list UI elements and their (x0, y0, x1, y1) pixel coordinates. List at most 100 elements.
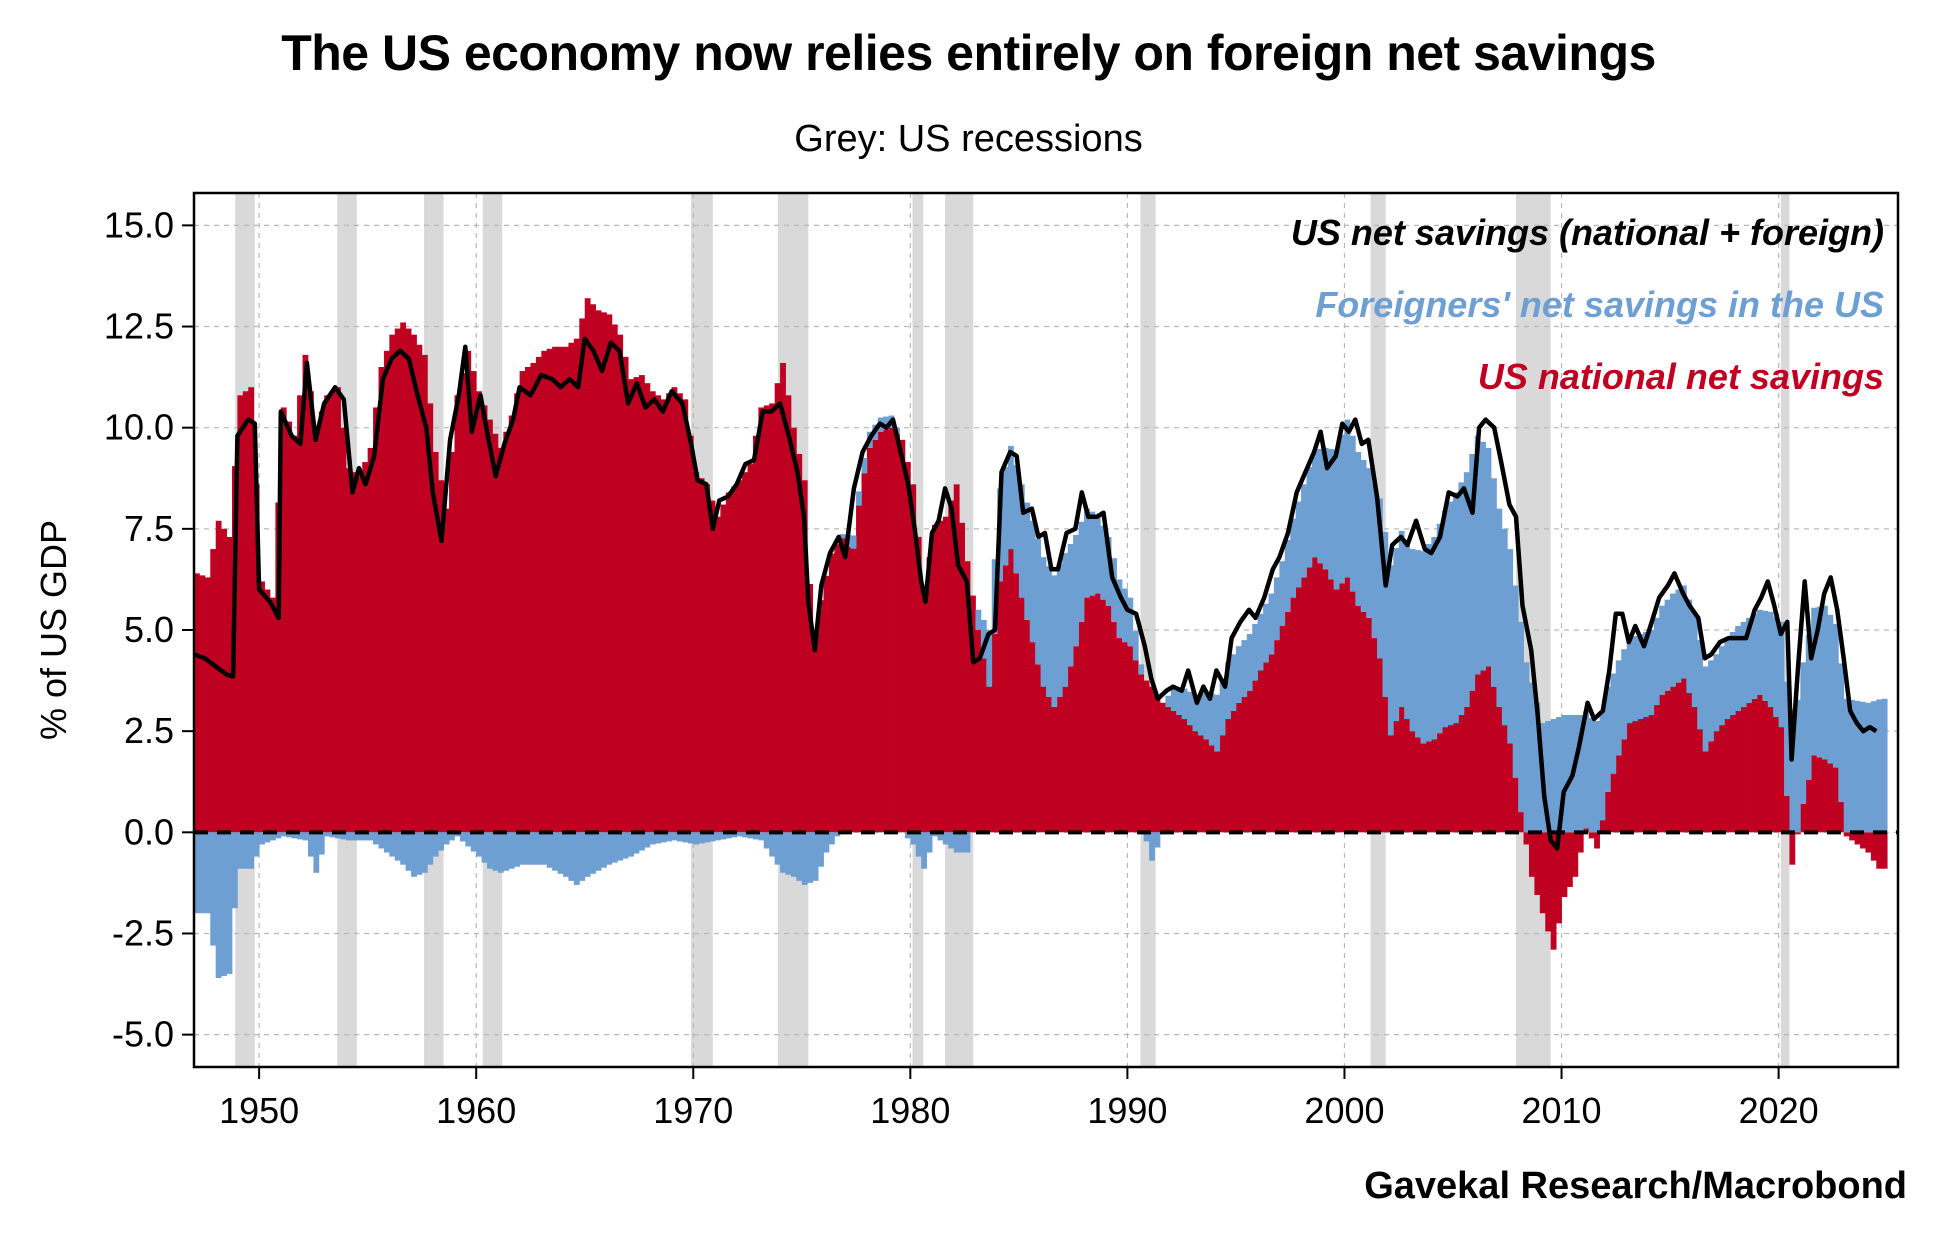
national-bar (1615, 755, 1622, 833)
national-bar (470, 371, 477, 833)
national-bar (839, 538, 846, 833)
foreign-bar (1393, 548, 1400, 722)
foreign-bar (242, 832, 249, 869)
national-bar (1046, 696, 1052, 833)
foreign-bar (731, 832, 738, 838)
x-tick-label: 1990 (1087, 1090, 1167, 1131)
national-bar (313, 427, 320, 833)
national-bar (541, 350, 548, 833)
national-bar (1339, 583, 1345, 833)
national-bar (1105, 605, 1112, 833)
national-bar (1773, 716, 1780, 833)
foreign-bar (1344, 419, 1351, 578)
foreign-bar (1501, 528, 1508, 726)
national-bar (801, 480, 808, 833)
national-bar (519, 371, 526, 833)
national-bar (704, 484, 710, 833)
national-bar (1127, 646, 1134, 833)
national-bar (785, 395, 792, 833)
foreign-bar (1561, 714, 1568, 833)
foreign-bar (465, 832, 472, 847)
foreign-bar (470, 832, 477, 852)
foreign-bar (291, 832, 298, 839)
foreign-bar (199, 832, 206, 914)
legend-item-0: US net savings (national + foreign) (1291, 212, 1884, 253)
foreign-bar (237, 832, 244, 869)
foreign-bar (742, 832, 748, 838)
national-bar (286, 421, 293, 833)
national-bar (1691, 706, 1698, 833)
foreign-bar (329, 832, 336, 838)
national-bar (752, 435, 759, 833)
foreign-bar (682, 832, 689, 843)
national-bar (1322, 569, 1329, 833)
foreign-bar (259, 832, 265, 845)
national-bar (1442, 727, 1448, 833)
foreign-bar (1800, 662, 1807, 804)
foreign-bar (823, 832, 830, 853)
national-bar (438, 480, 445, 833)
national-bar (1149, 686, 1155, 833)
foreign-bar (953, 832, 960, 853)
national-bar (975, 630, 982, 833)
foreign-bar (476, 832, 483, 857)
national-bar (465, 350, 472, 833)
foreign-bar (644, 832, 651, 848)
national-bar (812, 633, 819, 833)
foreign-bar (1789, 708, 1796, 833)
foreign-bar (248, 832, 255, 869)
national-bar (1653, 704, 1660, 833)
national-bar (1518, 812, 1524, 833)
foreign-bar (611, 832, 618, 863)
national-bar (948, 500, 955, 833)
foreign-bar (904, 832, 911, 839)
national-bar (1284, 611, 1291, 833)
national-bar (1214, 751, 1221, 833)
foreign-bar (1599, 711, 1606, 821)
national-bar (1740, 706, 1747, 833)
national-bar (432, 451, 439, 833)
national-bar (1024, 619, 1031, 833)
national-bar (937, 520, 944, 833)
chart-title: The US economy now relies entirely on fo… (281, 25, 1656, 81)
national-bar (1453, 723, 1459, 833)
national-bar (1659, 694, 1666, 833)
national-bar (964, 561, 971, 833)
foreign-bar (1246, 634, 1253, 691)
foreign-bar (204, 832, 211, 914)
national-bar (1187, 725, 1193, 833)
national-bar (1789, 832, 1796, 865)
national-bar (883, 429, 890, 833)
national-bar (769, 403, 776, 833)
national-bar (367, 447, 374, 833)
x-tick-label: 2020 (1739, 1090, 1819, 1131)
foreign-bar (1610, 673, 1617, 774)
national-bar (1534, 832, 1541, 896)
foreign-bar (1447, 501, 1454, 726)
foreign-bar (1181, 688, 1188, 720)
foreign-bar (801, 832, 808, 885)
foreign-bar (367, 832, 374, 841)
national-bar (1393, 721, 1400, 833)
foreign-bar (1263, 603, 1269, 663)
national-bar (1566, 832, 1573, 887)
national-bar (687, 435, 694, 833)
foreign-bar (1062, 553, 1069, 687)
foreign-bar (1165, 695, 1172, 707)
foreign-bar (1214, 694, 1221, 752)
national-bar (194, 573, 200, 833)
national-bar (1100, 599, 1107, 833)
national-bar (1154, 694, 1161, 833)
national-bar (221, 528, 227, 833)
national-bar (666, 393, 672, 833)
foreign-bar (1273, 577, 1280, 641)
national-bar (628, 379, 634, 833)
foreign-bar (275, 832, 282, 839)
y-axis-ticks: 15.0 12.5 10.0 7.5 5.0 2.5 0.0 -2.5 -5.0 (104, 204, 194, 1055)
foreign-bar (1843, 698, 1850, 833)
foreign-bar (915, 832, 922, 857)
total-savings-line (193, 336, 1878, 851)
national-bar (731, 486, 738, 833)
foreign-bar (1116, 579, 1123, 639)
national-bar (1756, 694, 1763, 833)
